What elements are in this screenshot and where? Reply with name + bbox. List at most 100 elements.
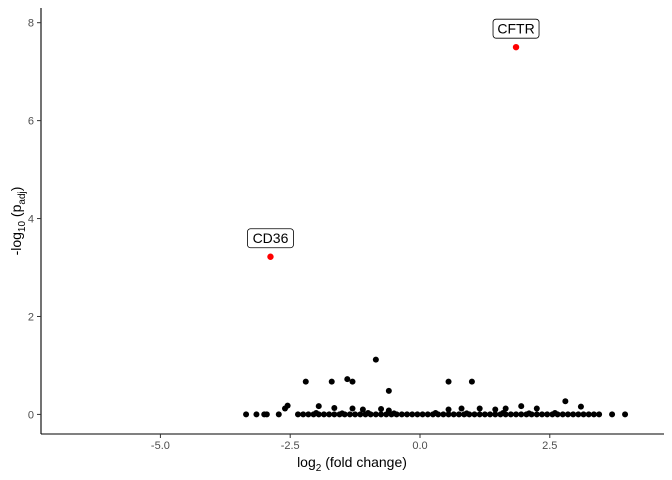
data-point bbox=[243, 411, 250, 418]
data-point bbox=[302, 378, 309, 385]
data-point bbox=[492, 411, 499, 418]
data-point bbox=[445, 406, 452, 413]
data-point bbox=[500, 409, 507, 416]
data-point bbox=[533, 411, 540, 418]
data-point bbox=[570, 411, 577, 418]
x-tick-label: -5.0 bbox=[151, 440, 170, 452]
data-point bbox=[398, 411, 405, 418]
data-point bbox=[385, 387, 392, 394]
data-point bbox=[414, 411, 421, 418]
points-layer bbox=[243, 356, 629, 418]
data-point bbox=[487, 411, 494, 418]
data-point bbox=[533, 405, 540, 412]
data-point bbox=[344, 376, 351, 383]
data-point bbox=[305, 411, 312, 418]
data-point bbox=[455, 411, 462, 418]
data-point bbox=[562, 398, 569, 405]
data-point bbox=[378, 406, 385, 413]
x-axis-title: log2 (fold change) bbox=[297, 454, 407, 474]
data-point bbox=[275, 411, 282, 418]
data-point bbox=[349, 378, 356, 385]
data-point bbox=[357, 411, 364, 418]
x-ticks: -5.0 -2.5 0.0 2.5 bbox=[151, 434, 557, 452]
data-point bbox=[502, 405, 509, 412]
data-point bbox=[596, 411, 603, 418]
data-point bbox=[622, 411, 629, 418]
data-point bbox=[526, 410, 533, 417]
data-point bbox=[282, 405, 289, 412]
data-point bbox=[349, 405, 356, 412]
data-point bbox=[609, 411, 616, 418]
data-point bbox=[468, 378, 475, 385]
data-point bbox=[294, 411, 301, 418]
data-point bbox=[372, 411, 379, 418]
y-tick-label: 6 bbox=[28, 116, 34, 128]
data-point bbox=[471, 411, 478, 418]
data-point bbox=[481, 411, 488, 418]
data-point bbox=[300, 411, 307, 418]
data-point bbox=[359, 406, 366, 413]
data-point bbox=[440, 411, 447, 418]
highlight-layer: CFTR CD36 bbox=[247, 18, 540, 260]
x-tick-label: -2.5 bbox=[281, 440, 300, 452]
data-point bbox=[391, 410, 398, 417]
data-point bbox=[315, 403, 322, 410]
data-point bbox=[372, 356, 379, 363]
data-point bbox=[263, 411, 270, 418]
data-point bbox=[518, 411, 525, 418]
data-point bbox=[564, 411, 571, 418]
data-point bbox=[476, 405, 483, 412]
data-point bbox=[590, 411, 597, 418]
y-tick-label: 2 bbox=[28, 311, 34, 323]
data-point bbox=[507, 411, 514, 418]
data-point bbox=[378, 411, 385, 418]
point-label-box bbox=[492, 18, 540, 39]
data-point bbox=[331, 411, 338, 418]
y-ticks: 0 2 4 6 8 bbox=[28, 18, 41, 421]
data-point bbox=[383, 411, 390, 418]
data-point bbox=[463, 410, 470, 417]
y-axis-title: -log10 (padj) bbox=[8, 187, 28, 256]
data-point bbox=[458, 405, 465, 412]
highlighted-point bbox=[512, 43, 520, 51]
data-point bbox=[513, 411, 520, 418]
data-point bbox=[577, 403, 584, 410]
data-point bbox=[580, 411, 587, 418]
x-tick-label: 0.0 bbox=[412, 440, 427, 452]
data-point bbox=[559, 411, 566, 418]
data-point bbox=[253, 411, 260, 418]
data-point bbox=[404, 411, 411, 418]
data-point bbox=[352, 411, 359, 418]
data-point bbox=[544, 411, 551, 418]
data-point bbox=[339, 410, 346, 417]
data-point bbox=[346, 411, 353, 418]
x-tick-label: 2.5 bbox=[542, 440, 557, 452]
data-point bbox=[575, 411, 582, 418]
data-point bbox=[365, 409, 372, 416]
data-point bbox=[445, 378, 452, 385]
data-point bbox=[538, 411, 545, 418]
data-point bbox=[492, 406, 499, 413]
point-label: CD36 bbox=[253, 230, 289, 246]
data-point bbox=[476, 411, 483, 418]
data-point bbox=[320, 411, 327, 418]
data-point bbox=[445, 411, 452, 418]
point-label: CFTR bbox=[497, 21, 534, 37]
data-point bbox=[450, 411, 457, 418]
data-point bbox=[432, 409, 439, 416]
data-point bbox=[419, 411, 426, 418]
data-point bbox=[331, 405, 338, 412]
y-tick-label: 4 bbox=[28, 214, 34, 226]
data-point bbox=[585, 411, 592, 418]
point-label-box bbox=[247, 228, 294, 249]
y-tick-label: 0 bbox=[28, 409, 34, 421]
data-point bbox=[328, 378, 335, 385]
data-point bbox=[313, 409, 320, 416]
data-point bbox=[551, 409, 558, 416]
data-point bbox=[326, 411, 333, 418]
y-tick-label: 8 bbox=[28, 18, 34, 30]
highlighted-point bbox=[267, 253, 274, 260]
data-point bbox=[409, 411, 416, 418]
data-point bbox=[424, 411, 431, 418]
